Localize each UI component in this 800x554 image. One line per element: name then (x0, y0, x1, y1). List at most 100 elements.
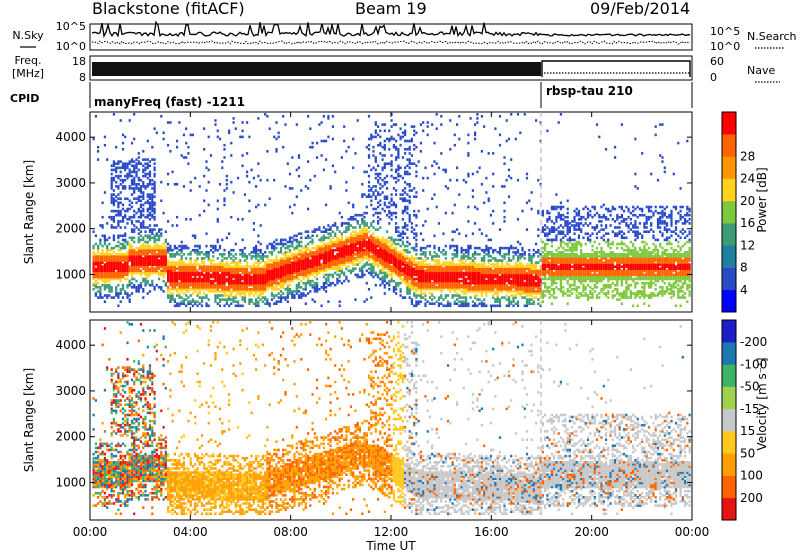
power-cell (426, 133, 429, 137)
power-cell (331, 265, 334, 268)
power-cell (485, 288, 488, 291)
power-cell (124, 187, 127, 190)
power-cell (182, 279, 185, 283)
power-cell (148, 178, 152, 182)
power-cell (318, 244, 321, 248)
power-cell (148, 228, 152, 231)
power-cell (207, 304, 210, 308)
power-cell (99, 261, 102, 264)
power-cell (103, 277, 106, 281)
power-cell (349, 259, 353, 262)
power-cell (510, 158, 513, 161)
power-cell (523, 288, 526, 291)
power-cell (386, 267, 389, 270)
power-cell (92, 137, 95, 141)
power-cell (164, 259, 167, 262)
power-cell (130, 205, 134, 209)
power-cell (426, 279, 429, 283)
power-cell (94, 267, 97, 270)
power-cell (121, 275, 125, 279)
power-cell (426, 273, 429, 277)
power-cell (370, 240, 373, 244)
power-cell (92, 265, 95, 268)
power-cell (302, 257, 305, 260)
power-cell (106, 251, 109, 254)
power-cell (284, 273, 287, 277)
power-cell (115, 170, 118, 174)
power-cell (142, 236, 145, 240)
power-cell (146, 172, 149, 176)
power-cell (322, 248, 325, 252)
power-cell (309, 240, 312, 244)
power-cell (130, 220, 134, 223)
power-cell (331, 125, 334, 128)
power-cell (338, 253, 341, 256)
power-cell (158, 251, 161, 254)
power-cell (367, 271, 371, 275)
power-cell (498, 271, 502, 275)
power-cell (232, 273, 235, 277)
power-cell (456, 263, 459, 266)
power-cell (266, 178, 269, 182)
power-cell (379, 152, 382, 155)
power-cell (115, 145, 118, 149)
power-cell (180, 259, 183, 262)
power-cell (300, 248, 303, 252)
power-cell (338, 238, 341, 242)
power-cell (458, 267, 461, 270)
power-cell (108, 215, 111, 219)
power-cell (124, 246, 127, 250)
power-cell (428, 279, 432, 283)
power-cell (94, 286, 97, 289)
power-cell (469, 277, 472, 281)
power-cell (503, 162, 506, 165)
noise-right-tick-top: 10^5 (710, 25, 740, 38)
power-cell (221, 267, 224, 270)
freq-unit-label: [MHz] (12, 67, 44, 80)
power-cell (514, 302, 517, 305)
power-cell (440, 152, 443, 155)
power-cell (377, 215, 380, 219)
power-cell (99, 288, 102, 291)
power-cell (189, 302, 192, 305)
power-cell (164, 246, 167, 250)
power-cell (297, 174, 301, 178)
power-cell (250, 168, 253, 172)
power-cell (410, 265, 413, 268)
power-cell (316, 141, 319, 145)
power-cell (410, 263, 413, 266)
power-cell (259, 288, 262, 291)
power-cell (286, 283, 289, 287)
power-cell (270, 279, 274, 283)
power-cell (185, 127, 188, 130)
power-cell (173, 255, 176, 258)
power-cell (433, 275, 436, 279)
power-cell (142, 220, 145, 223)
power-cell (494, 281, 497, 285)
power-cell (327, 253, 330, 256)
power-cell (408, 166, 411, 170)
power-cell (293, 257, 296, 260)
power-cell (126, 259, 129, 262)
power-cell (381, 238, 384, 242)
power-cell (363, 220, 366, 223)
power-cell (94, 294, 97, 297)
power-cell (361, 234, 364, 238)
power-cell (268, 302, 271, 305)
power-cell (413, 228, 416, 231)
power-cell (365, 232, 368, 235)
power-cell (489, 246, 492, 250)
power-cell (277, 296, 280, 299)
power-cell (221, 265, 224, 268)
power-cell (137, 253, 140, 256)
power-cell (469, 117, 472, 120)
power-cell (241, 164, 244, 168)
power-cell (521, 288, 524, 291)
power-cell (300, 263, 303, 266)
power-cell (485, 271, 488, 275)
power-cell (410, 283, 413, 287)
power-cell (390, 213, 393, 217)
power-cell (268, 197, 271, 200)
power-cell (460, 255, 463, 258)
power-cell (182, 246, 185, 250)
